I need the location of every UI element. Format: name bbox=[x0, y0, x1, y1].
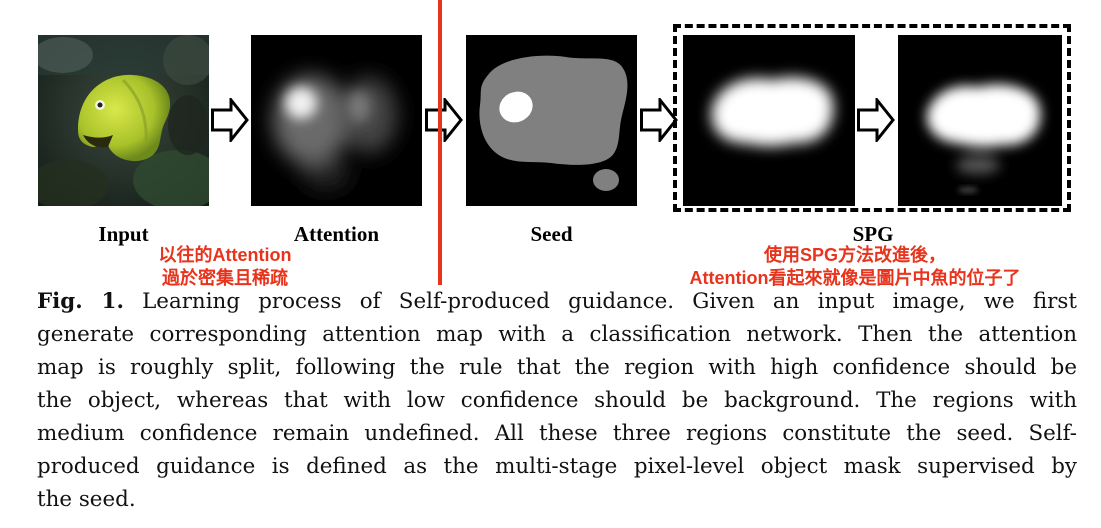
input-label: Input bbox=[98, 222, 149, 246]
figure-number: Fig. 1. bbox=[37, 289, 124, 314]
annotation-note-right-line: Attention看起來就像是圖片中魚的位子了 bbox=[689, 268, 1021, 288]
caption-line: map is roughly split, following the rule… bbox=[37, 355, 1077, 380]
right-arrow-icon bbox=[425, 98, 463, 142]
caption-line: Fig. 1. Learning process of Self-produce… bbox=[37, 285, 1077, 318]
right-arrow-icon bbox=[857, 98, 895, 142]
annotation-note-left: 以往的Attention 過於密集且稀疏 bbox=[135, 244, 315, 290]
spg-label: SPG bbox=[852, 222, 894, 246]
seed-label: Seed bbox=[530, 222, 573, 246]
caption-text: Learning process of Self-produced guidan… bbox=[142, 289, 1077, 314]
caption-line: the seed. bbox=[37, 487, 136, 512]
spg-dashed-box bbox=[673, 24, 1071, 212]
caption-line: the object, whereas that with low confid… bbox=[37, 388, 1077, 413]
annotation-note-left-line: 過於密集且稀疏 bbox=[162, 268, 288, 288]
caption-line: produced guidance is defined as the mult… bbox=[37, 454, 1077, 479]
right-arrow-icon bbox=[640, 98, 678, 142]
annotation-note-right: 使用SPG方法改進後， Attention看起來就像是圖片中魚的位子了 bbox=[640, 244, 1070, 290]
attention-map-image bbox=[251, 35, 422, 206]
annotation-divider-line bbox=[438, 0, 442, 285]
spg-refined-map-image bbox=[898, 35, 1062, 206]
caption-line: generate corresponding attention map wit… bbox=[37, 322, 1077, 347]
caption-line: medium confidence remain undefined. All … bbox=[37, 421, 1077, 446]
figure-caption: Fig. 1. Learning process of Self-produce… bbox=[37, 285, 1077, 516]
input-image bbox=[38, 35, 209, 206]
annotation-note-left-line: 以往的Attention bbox=[158, 245, 292, 265]
right-arrow-icon bbox=[211, 98, 249, 142]
spg-map-image bbox=[683, 35, 855, 206]
seed-map-image bbox=[466, 35, 637, 206]
attention-label: Attention bbox=[293, 222, 380, 246]
annotation-note-right-line: 使用SPG方法改進後， bbox=[763, 245, 946, 265]
